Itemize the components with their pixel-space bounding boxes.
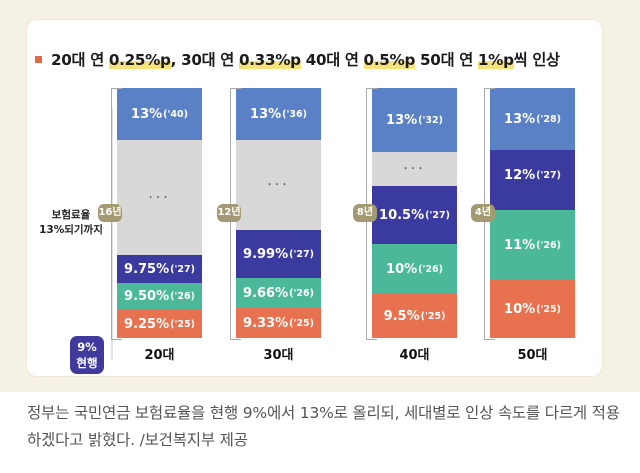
current-rate-value: 9% <box>77 340 97 354</box>
years-badge: 8년 <box>353 204 377 222</box>
bar-value-label: 12% <box>504 167 536 183</box>
years-badge: 16년 <box>98 204 122 222</box>
bar-year-label: ('32) <box>418 114 443 126</box>
axis-label-line1: 보험료율 <box>51 209 91 221</box>
headline-highlight: 0.25%p <box>108 51 171 69</box>
category-label: 50대 <box>517 348 548 363</box>
bar-value-label: 9.5% <box>383 308 420 324</box>
bar-value-label: 10% <box>504 301 536 317</box>
bar-year-label: ('27) <box>425 209 450 221</box>
bar-year-label: ('26) <box>418 263 443 275</box>
bar-segment: 13% ('28) <box>490 88 575 150</box>
bar-value-label: 13% <box>131 106 163 122</box>
bar-segment: 13% ('36) <box>236 88 321 140</box>
headline-highlight: 1%p <box>477 51 514 69</box>
headline: 20대 연 0.25%p, 30대 연 0.33%p 40대 연 0.5%p 5… <box>27 26 602 76</box>
headline-part: 씩 인상 <box>513 51 560 69</box>
bar-value-label: 10.5% <box>379 207 425 223</box>
category-label: 20대 <box>144 348 175 363</box>
headline-text: 20대 연 0.25%p, 30대 연 0.33%p 40대 연 0.5%p 5… <box>51 48 560 70</box>
photo-caption: 정부는 국민연금 보험료율을 현행 9%에서 13%로 올리되, 세대별로 인상… <box>27 404 620 449</box>
axis-label: 보험료율 13%되기까지 <box>31 208 111 238</box>
bar-year-label: ('27) <box>536 169 561 181</box>
bar-segment: 9.50% ('26) <box>117 283 202 310</box>
bar-segment: 9.33% ('25) <box>236 308 321 338</box>
bar-value-label: 13% <box>250 106 282 122</box>
bar-segment: 9.66% ('26) <box>236 278 321 308</box>
bar-value-label: 10% <box>386 261 418 277</box>
bar-value-label: 13% <box>386 112 418 128</box>
bar-value-label: 9.25% <box>124 316 170 332</box>
category-label: 30대 <box>263 348 294 363</box>
headline-highlight: 0.33%p <box>238 51 301 69</box>
bar-segment: 10% ('25) <box>490 280 575 338</box>
bar-segment: 9.99% ('27) <box>236 230 321 278</box>
bar-segment: 9.5% ('25) <box>372 294 457 338</box>
bar-segment: 10% ('26) <box>372 244 457 294</box>
bar-segment: 11% ('26) <box>490 210 575 280</box>
years-badge: 4년 <box>471 204 495 222</box>
headline-highlight: 0.5%p <box>363 51 416 69</box>
bar-year-label: ('25) <box>420 310 446 322</box>
bar-value-label: 9.75% <box>124 261 170 277</box>
bar-year-label: ('27) <box>170 263 195 275</box>
current-rate-label: 현행 <box>76 356 98 370</box>
bar-year-label: ('40) <box>163 108 188 120</box>
bar-year-label: ('25) <box>170 318 195 330</box>
bar-gap: ··· <box>117 140 202 255</box>
bullet-square-icon <box>35 56 42 63</box>
headline-part: 20대 연 <box>51 51 109 69</box>
headline-part: , 30대 연 <box>170 51 239 69</box>
bar-segment: 9.25% ('25) <box>117 310 202 338</box>
bar-gap: ··· <box>372 152 457 186</box>
chart-card: 20대 연 0.25%p, 30대 연 0.33%p 40대 연 0.5%p 5… <box>27 20 602 376</box>
bar-segment: 10.5% ('27) <box>372 186 457 244</box>
bar-segment: 12% ('27) <box>490 140 575 210</box>
bar-segment: 13% ('40) <box>117 88 202 140</box>
category-label: 40대 <box>399 348 430 363</box>
bar-value-label: 11% <box>504 237 536 253</box>
bar-segment: 13% ('32) <box>372 88 457 152</box>
bar-year-label: ('25) <box>536 303 561 315</box>
bar-year-label: ('36) <box>282 108 307 120</box>
bar-value-label: 13% <box>504 111 536 127</box>
bar-year-label: ('25) <box>289 317 314 329</box>
bar-gap: ··· <box>236 140 321 230</box>
bar-year-label: ('28) <box>536 113 561 125</box>
bar-year-label: ('26) <box>536 239 561 251</box>
bar-value-label: 9.50% <box>124 289 170 304</box>
current-rate-badge: 9% 현행 <box>70 336 104 374</box>
bar-value-label: 9.99% <box>243 246 289 262</box>
bar-value-label: 9.66% <box>243 285 289 301</box>
axis-label-line2: 13%되기까지 <box>39 224 103 236</box>
bar-year-label: ('26) <box>170 291 195 302</box>
headline-part: 50대 연 <box>415 51 478 69</box>
bar-segment: 9.75% ('27) <box>117 255 202 283</box>
years-badge: 12년 <box>217 204 241 222</box>
headline-part: 40대 연 <box>300 51 364 69</box>
y-axis-line <box>111 108 113 360</box>
bar-year-label: ('26) <box>289 287 314 299</box>
bar-value-label: 9.33% <box>243 315 289 331</box>
infographic: 20대 연 0.25%p, 30대 연 0.33%p 40대 연 0.5%p 5… <box>0 0 640 392</box>
bar-year-label: ('27) <box>289 248 314 260</box>
